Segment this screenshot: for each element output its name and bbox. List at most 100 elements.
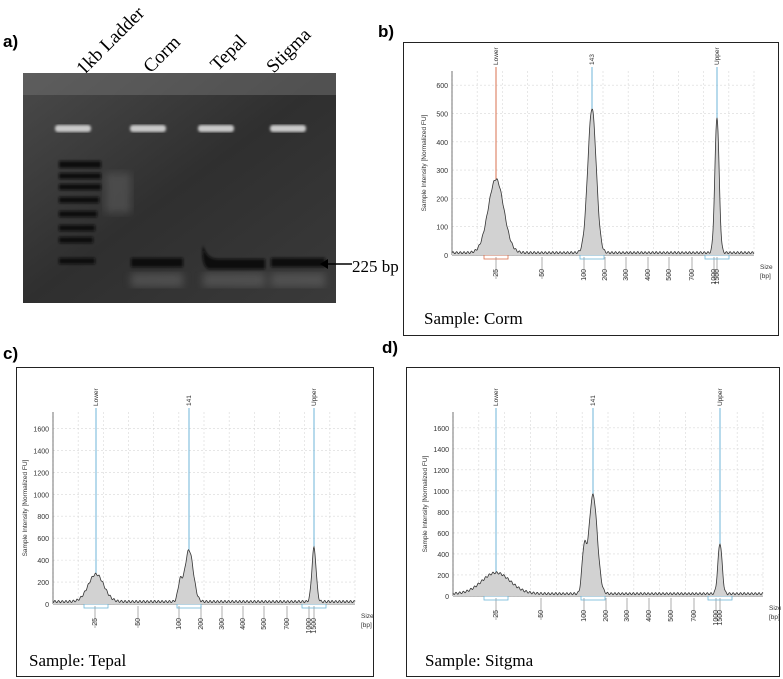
x-tick-label: 300 bbox=[624, 610, 631, 622]
lane-label-tepal: Tepal bbox=[206, 30, 251, 76]
y-tick-label: 400 bbox=[436, 140, 448, 147]
x-tick-label: 700 bbox=[689, 269, 696, 281]
marker-label: Upper bbox=[717, 387, 724, 406]
x-tick-label: 1000 bbox=[713, 610, 720, 626]
electropherogram-chart-tepal: 0 200 400 600 800 1000 1200 1400 1600 Sample Inte… bbox=[22, 387, 374, 634]
y-tick-label: 800 bbox=[37, 514, 49, 521]
y-tick-label: 1600 bbox=[33, 426, 49, 433]
marker-label: Lower bbox=[493, 46, 500, 65]
panel-label-c: c) bbox=[3, 344, 19, 363]
y-tick-label: 200 bbox=[437, 573, 449, 580]
trace-line bbox=[451, 108, 755, 255]
marker-label: 141 bbox=[186, 395, 193, 406]
x-tick-label: 50 bbox=[539, 269, 546, 277]
trace-line bbox=[52, 545, 356, 604]
y-tick-label: 600 bbox=[437, 531, 449, 538]
y-tick-label: 600 bbox=[436, 83, 448, 90]
x-tick-label: 400 bbox=[646, 610, 653, 622]
marker-label: Lower bbox=[493, 387, 500, 406]
x-axis-label: [bp] bbox=[361, 622, 372, 629]
y-tick-label: 400 bbox=[37, 558, 49, 565]
panel-label-a: a) bbox=[3, 32, 19, 51]
marker-bracket bbox=[83, 603, 109, 609]
y-tick-label: 600 bbox=[37, 536, 49, 543]
y-tick-label: 1000 bbox=[433, 489, 449, 496]
marker-label: 141 bbox=[590, 395, 597, 406]
x-tick-label: 500 bbox=[261, 618, 268, 630]
sample-bands-225bp bbox=[131, 245, 325, 269]
y-tick-label: 1600 bbox=[433, 426, 449, 433]
x-tick-label: 1500 bbox=[717, 610, 724, 626]
gel-wells bbox=[55, 125, 306, 132]
y-tick-label: 200 bbox=[37, 580, 49, 587]
x-tick-label: 300 bbox=[623, 269, 630, 281]
x-tick-label: 500 bbox=[668, 610, 675, 622]
y-tick-label: 100 bbox=[436, 225, 448, 232]
sample-label-tepal: Sample: Tepal bbox=[29, 651, 127, 670]
electropherogram-chart-corm: 0 100 200 300 400 500 600 Sample Intensity [Nor… bbox=[421, 46, 773, 285]
electropherogram-chart-stigma: 0 200 400 600 800 1000 1200 1400 1600 Sample Inte… bbox=[422, 387, 781, 626]
trace-fill bbox=[452, 109, 754, 255]
y-tick-label: 1000 bbox=[33, 492, 49, 499]
lane-label-ladder: 1kb Ladder bbox=[72, 2, 149, 80]
electropherogram-tepal: 0 200 400 600 800 1000 1200 1400 1600 Sample Inte… bbox=[16, 367, 374, 677]
chart-grid bbox=[452, 412, 764, 597]
y-tick-label: 500 bbox=[436, 111, 448, 118]
x-tick-label: 700 bbox=[284, 618, 291, 630]
x-axis-label: Size bbox=[361, 613, 374, 620]
x-tick-label: 200 bbox=[198, 618, 205, 630]
marker-bracket bbox=[176, 603, 202, 609]
y-axis-label: Sample Intensity [Normalized FU] bbox=[22, 459, 29, 556]
panel-label-d: d) bbox=[382, 338, 399, 357]
y-tick-label: 1200 bbox=[33, 470, 49, 477]
sample-label-corm: Sample: Corm bbox=[424, 309, 523, 328]
y-tick-label: 1400 bbox=[33, 448, 49, 455]
y-tick-label: 0 bbox=[444, 253, 448, 260]
x-tick-label: 100 bbox=[581, 269, 588, 281]
x-tick-label: 1000 bbox=[711, 269, 718, 285]
agarose-gel-image bbox=[23, 73, 336, 303]
y-axis-label: Sample Intensity [Normalized FU] bbox=[421, 114, 428, 211]
y-tick-label: 1400 bbox=[433, 447, 449, 454]
x-tick-label: 300 bbox=[219, 618, 226, 630]
panel-label-b: b) bbox=[378, 22, 395, 41]
x-tick-label: 1500 bbox=[714, 269, 721, 285]
electropherogram-corm: 0 100 200 300 400 500 600 Sample Intensity [Nor… bbox=[403, 42, 779, 336]
sample-label-stigma: Sample: Sitgma bbox=[425, 651, 534, 670]
trace-line bbox=[452, 493, 763, 596]
y-tick-label: 1200 bbox=[433, 468, 449, 475]
marker-bracket bbox=[579, 254, 605, 260]
lane-label-stigma: Stigma bbox=[262, 24, 316, 78]
x-axis-label: Size bbox=[769, 605, 781, 612]
x-tick-label: 50 bbox=[538, 610, 545, 618]
x-tick-label: 50 bbox=[135, 618, 142, 626]
y-tick-label: 800 bbox=[437, 510, 449, 517]
x-tick-label: 200 bbox=[603, 610, 610, 622]
y-tick-label: 0 bbox=[445, 594, 449, 601]
trace-fill bbox=[53, 547, 355, 604]
marker-label: Lower bbox=[93, 387, 100, 406]
x-tick-label: 700 bbox=[691, 610, 698, 622]
x-tick-label: 25 bbox=[493, 269, 500, 277]
x-axis-label: [bp] bbox=[760, 273, 771, 280]
y-axis-label: Sample Intensity [Normalized FU] bbox=[422, 455, 429, 552]
chart-grid bbox=[52, 412, 356, 605]
x-tick-label: 500 bbox=[666, 269, 673, 281]
trace-fill bbox=[453, 493, 763, 596]
ladder-bands bbox=[59, 161, 101, 264]
x-tick-label: 200 bbox=[602, 269, 609, 281]
x-tick-label: 100 bbox=[581, 610, 588, 622]
x-tick-label: 1000 bbox=[306, 618, 313, 634]
band-arrow-icon bbox=[320, 259, 352, 269]
lane-label-corm: Corm bbox=[139, 31, 185, 78]
x-tick-label: 25 bbox=[493, 610, 500, 618]
marker-label: Upper bbox=[311, 387, 318, 406]
x-axis-label: Size bbox=[760, 264, 773, 271]
x-tick-label: 25 bbox=[92, 618, 99, 626]
marker-label: 143 bbox=[589, 54, 596, 65]
y-tick-label: 300 bbox=[436, 168, 448, 175]
x-tick-label: 400 bbox=[240, 618, 247, 630]
marker-bracket bbox=[580, 595, 606, 601]
band-size-label: 225 bp bbox=[352, 257, 399, 276]
marker-label: Upper bbox=[714, 46, 721, 65]
